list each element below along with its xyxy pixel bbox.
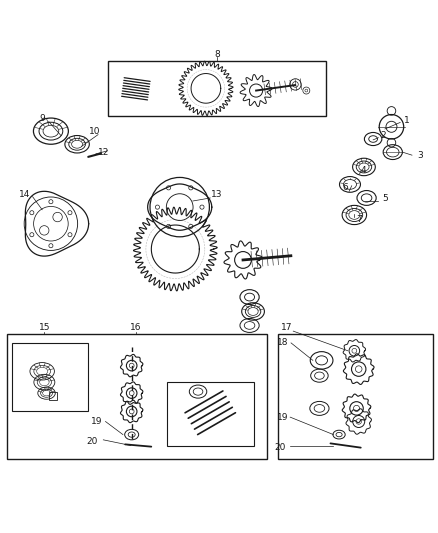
Bar	[108, 61, 326, 116]
Text: 2: 2	[380, 131, 385, 140]
Text: 10: 10	[89, 127, 100, 136]
Text: 14: 14	[19, 190, 30, 199]
Text: 5: 5	[382, 195, 388, 203]
Text: 7: 7	[356, 215, 362, 224]
Text: 8: 8	[214, 50, 220, 59]
Text: 16: 16	[130, 323, 142, 332]
Text: 15: 15	[39, 323, 50, 332]
Text: 17: 17	[281, 323, 293, 332]
Bar	[49, 392, 57, 400]
Bar	[278, 334, 433, 458]
Text: 3: 3	[417, 151, 423, 160]
Text: 4: 4	[360, 166, 366, 175]
Text: 20: 20	[275, 443, 286, 452]
Text: 9: 9	[39, 114, 45, 123]
Text: 6: 6	[343, 183, 349, 192]
Text: 1: 1	[404, 116, 410, 125]
Bar	[12, 343, 88, 410]
Text: 20: 20	[87, 437, 98, 446]
Text: 19: 19	[276, 413, 288, 422]
Text: 12: 12	[98, 149, 109, 157]
Bar	[7, 334, 267, 458]
Bar	[166, 382, 254, 446]
Text: 19: 19	[91, 417, 102, 426]
Text: 13: 13	[211, 190, 223, 199]
Text: 18: 18	[276, 338, 288, 348]
